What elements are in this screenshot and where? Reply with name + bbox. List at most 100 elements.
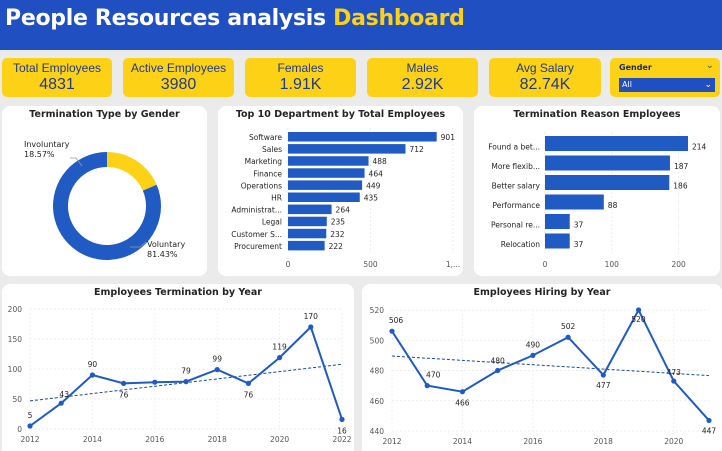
leader-line bbox=[130, 241, 147, 248]
department-bar-chart: 0 500 1,... Software 901 Sales 712 Marketing 488… bbox=[231, 128, 460, 269]
data-point bbox=[245, 380, 251, 386]
chevron-down-icon[interactable]: ⌄ bbox=[705, 60, 714, 71]
x-tick-label: 2018 bbox=[208, 435, 227, 444]
data-point bbox=[152, 379, 158, 385]
slice-label: Involuntary bbox=[24, 140, 70, 149]
data-label: 506 bbox=[389, 316, 404, 325]
kpi-label: Total Employees bbox=[12, 61, 102, 75]
slice-label: Voluntary bbox=[147, 240, 185, 249]
category-label: Administrat... bbox=[231, 206, 282, 215]
kpi-label: Avg Salary bbox=[516, 61, 574, 75]
kpi-value: 2.92K bbox=[401, 76, 444, 93]
category-label: Relocation bbox=[501, 240, 540, 249]
kpi-card-females: Females 1.91K bbox=[245, 58, 356, 97]
category-label: Operations bbox=[241, 181, 282, 190]
x-tick-label: 2020 bbox=[270, 435, 289, 444]
data-label: 488 bbox=[373, 157, 388, 166]
category-label: Legal bbox=[262, 218, 282, 227]
category-label: Procurement bbox=[234, 242, 282, 251]
data-label: 222 bbox=[329, 242, 344, 251]
x-tick-label: 2014 bbox=[83, 435, 102, 444]
x-tick-label: 2012 bbox=[20, 435, 39, 444]
data-point bbox=[277, 355, 283, 361]
category-label: Finance bbox=[253, 169, 282, 178]
y-tick-label: 440 bbox=[370, 427, 385, 436]
title-accent: Dashboard bbox=[333, 6, 465, 31]
y-tick-label: 500 bbox=[370, 336, 385, 345]
category-label: Better salary bbox=[492, 182, 541, 191]
data-label: 5 bbox=[28, 411, 33, 420]
x-tick-label: 2014 bbox=[453, 437, 472, 446]
data-label: 235 bbox=[331, 218, 346, 227]
series-line bbox=[29, 325, 343, 427]
gender-slicer: Gender ⌄ All ⌄ bbox=[610, 58, 720, 97]
data-point bbox=[183, 379, 189, 385]
data-point bbox=[635, 307, 642, 313]
bar bbox=[288, 144, 406, 154]
kpi-label: Males bbox=[406, 61, 439, 75]
x-tick-label: 2018 bbox=[594, 437, 613, 446]
category-label: Customer S... bbox=[231, 230, 282, 239]
kpi-value: 1.91K bbox=[279, 76, 322, 93]
data-label: 43 bbox=[59, 390, 69, 399]
data-label: 470 bbox=[426, 371, 441, 380]
bar bbox=[545, 214, 570, 229]
data-label: 88 bbox=[608, 201, 618, 210]
data-point bbox=[600, 372, 606, 378]
data-label: 264 bbox=[336, 206, 351, 215]
termination-type-card: Termination Type by Gender Involuntary 18… bbox=[2, 106, 207, 276]
data-label: 473 bbox=[667, 368, 682, 377]
data-point bbox=[706, 417, 712, 424]
bar bbox=[288, 216, 327, 227]
bar bbox=[545, 136, 688, 151]
data-point bbox=[308, 324, 314, 330]
data-label: 214 bbox=[692, 143, 707, 152]
data-label: 480 bbox=[491, 357, 506, 366]
category-label: More flexib... bbox=[491, 162, 540, 171]
data-label: 520 bbox=[631, 315, 646, 324]
bar bbox=[288, 156, 369, 166]
chart-title: Termination Reason Employees bbox=[513, 109, 681, 120]
chart-title: Termination Type by Gender bbox=[29, 109, 180, 120]
data-label: 186 bbox=[673, 182, 688, 191]
y-tick-label: 480 bbox=[370, 367, 385, 376]
data-label: 232 bbox=[330, 230, 345, 239]
bar bbox=[288, 168, 365, 178]
data-label: 37 bbox=[574, 221, 584, 230]
y-tick-label: 460 bbox=[370, 397, 385, 406]
dropdown-value: All bbox=[622, 80, 632, 89]
trend-line bbox=[391, 355, 710, 377]
bar bbox=[288, 132, 437, 142]
bar bbox=[288, 192, 360, 202]
x-tick-label: 1,... bbox=[446, 260, 460, 269]
data-point bbox=[89, 372, 95, 378]
bar bbox=[545, 194, 604, 210]
x-tick-label: 100 bbox=[605, 260, 620, 269]
x-tick-label: 200 bbox=[671, 260, 686, 269]
x-tick-label: 0 bbox=[543, 260, 548, 269]
gender-dropdown[interactable]: All ⌄ bbox=[619, 78, 715, 92]
kpi-value: 4831 bbox=[39, 76, 75, 93]
data-point bbox=[530, 352, 536, 358]
kpi-card-males: Males 2.92K bbox=[367, 58, 478, 97]
data-point bbox=[424, 383, 430, 389]
hiring-line-chart: 440 460 480 500 520 2012 2014 2016 2018 2020 506 47… bbox=[370, 306, 717, 446]
data-label: 76 bbox=[119, 390, 129, 399]
data-label: 449 bbox=[366, 181, 381, 190]
kpi-label: Females bbox=[277, 61, 324, 75]
kpi-card-avg-salary: Avg Salary 82.74K bbox=[489, 58, 601, 97]
category-label: Software bbox=[249, 133, 282, 142]
termination-line-chart: 0 50 100 150 200 2012 2014 2016 2018 2020 2022 5 43 9… bbox=[8, 305, 352, 444]
header-bar: People Resources analysis Dashboard bbox=[0, 0, 722, 50]
category-label: HR bbox=[271, 194, 282, 203]
data-point bbox=[389, 328, 395, 334]
data-point bbox=[495, 367, 501, 374]
data-point bbox=[459, 389, 466, 395]
chart-title: Top 10 Department by Total Employees bbox=[235, 109, 446, 120]
pie-slice bbox=[107, 152, 157, 191]
data-label: 490 bbox=[526, 340, 541, 349]
data-point bbox=[671, 378, 677, 384]
termination-year-card: Employees Termination by Year 0 50 100 150 2… bbox=[2, 284, 354, 451]
data-point bbox=[27, 423, 33, 429]
x-tick-label: 2016 bbox=[523, 437, 542, 446]
